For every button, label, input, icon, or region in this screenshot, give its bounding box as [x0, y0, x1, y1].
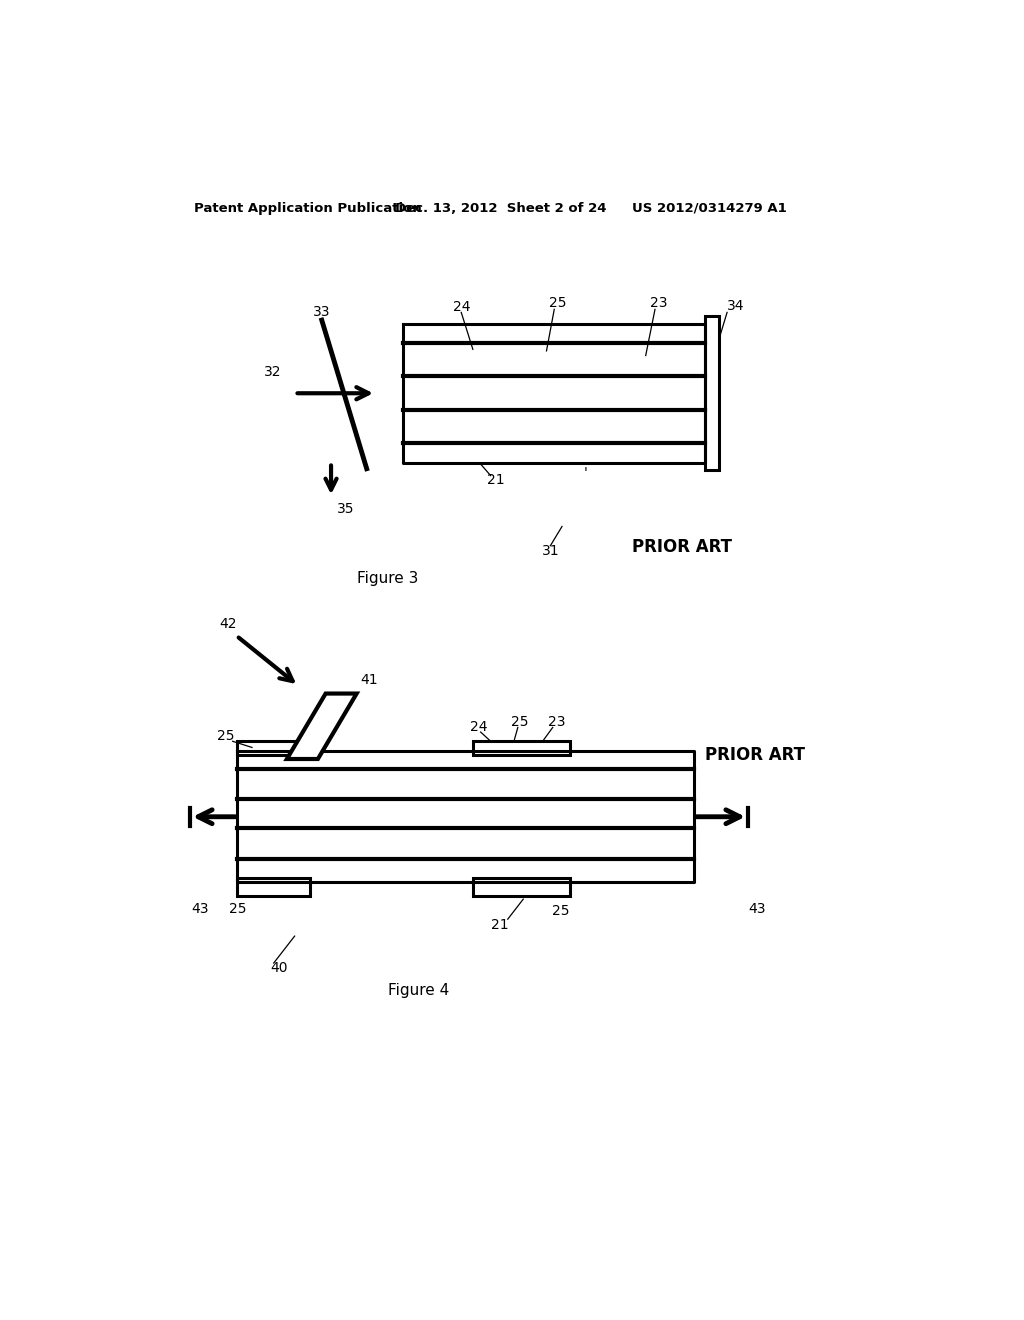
Bar — [473, 742, 569, 755]
Polygon shape — [287, 693, 356, 759]
Text: 35: 35 — [337, 502, 354, 516]
Bar — [473, 878, 569, 896]
Bar — [237, 742, 310, 755]
Text: 23: 23 — [548, 715, 565, 729]
Text: 43: 43 — [191, 902, 209, 916]
Text: 24: 24 — [453, 300, 470, 314]
Text: 25: 25 — [228, 902, 246, 916]
Text: 21: 21 — [492, 919, 509, 932]
Text: 33: 33 — [312, 305, 330, 319]
Bar — [237, 878, 310, 896]
Text: 40: 40 — [270, 961, 288, 975]
Text: Dec. 13, 2012  Sheet 2 of 24: Dec. 13, 2012 Sheet 2 of 24 — [395, 202, 607, 215]
Text: 41: 41 — [360, 673, 378, 688]
Text: 24: 24 — [470, 719, 487, 734]
Text: 25: 25 — [217, 729, 234, 743]
Text: 32: 32 — [263, 366, 282, 379]
Text: US 2012/0314279 A1: US 2012/0314279 A1 — [632, 202, 786, 215]
Text: Figure 3: Figure 3 — [356, 570, 418, 586]
Text: 42: 42 — [219, 618, 237, 631]
Text: 21: 21 — [487, 474, 505, 487]
Bar — [706, 317, 719, 470]
Text: 25: 25 — [511, 715, 529, 729]
Text: Figure 4: Figure 4 — [388, 982, 449, 998]
Text: Patent Application Publication: Patent Application Publication — [194, 202, 422, 215]
Text: 34: 34 — [727, 300, 744, 313]
Text: 25: 25 — [549, 296, 567, 310]
Text: PRIOR ART: PRIOR ART — [632, 539, 732, 556]
Text: PRIOR ART: PRIOR ART — [706, 746, 805, 764]
Text: 43: 43 — [748, 902, 766, 916]
Text: 25: 25 — [552, 904, 569, 919]
Text: ': ' — [584, 466, 587, 479]
Text: 23: 23 — [650, 296, 668, 310]
Text: 31: 31 — [542, 544, 559, 558]
